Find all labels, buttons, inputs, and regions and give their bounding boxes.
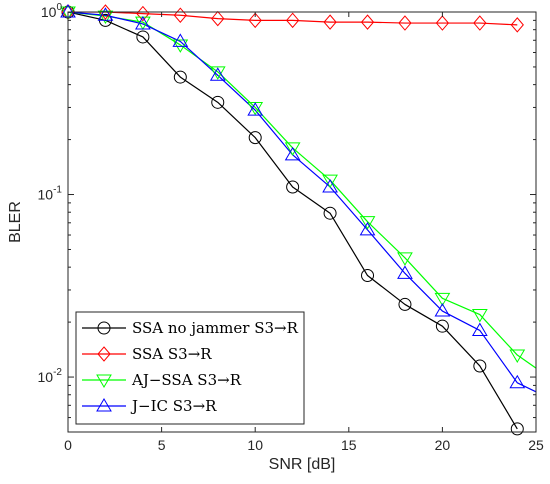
x-tick-label: 10 <box>247 437 263 453</box>
data-point <box>360 14 375 30</box>
data-point <box>136 30 150 44</box>
data-point <box>473 359 487 373</box>
data-point <box>471 322 488 336</box>
legend-box <box>75 311 305 425</box>
data-point <box>322 174 338 189</box>
data-point <box>359 216 376 230</box>
data-point <box>434 292 451 307</box>
y-tick-label: 100 <box>41 2 63 20</box>
data-point <box>435 15 450 31</box>
data-point <box>97 10 114 25</box>
data-point <box>173 7 187 24</box>
legend-marker <box>97 346 111 362</box>
data-point <box>359 221 376 236</box>
x-tick-label: 5 <box>158 437 166 453</box>
series-line-1 <box>68 12 518 26</box>
data-point <box>284 146 301 161</box>
data-point <box>136 5 150 22</box>
legend-entry: SSA S3→R <box>132 345 212 363</box>
data-point <box>209 66 226 80</box>
data-point <box>322 178 338 193</box>
data-point <box>509 374 526 389</box>
data-point <box>209 67 226 81</box>
y-tick-label: 10-2 <box>38 367 63 385</box>
legend: SSA no jammer S3→R SSA S3→R AJ−SSA S3→R J−I… <box>75 311 305 425</box>
legend-marker <box>96 398 112 412</box>
data-point <box>509 349 526 364</box>
x-axis-label: SNR [dB] <box>269 456 336 473</box>
data-point <box>135 15 151 30</box>
legend-entry: SSA no jammer S3→R <box>132 319 299 337</box>
data-point <box>173 70 187 84</box>
data-point <box>247 102 264 116</box>
data-point <box>471 309 488 323</box>
x-tick-label: 25 <box>528 437 544 453</box>
y-axis-label: BLER <box>7 201 24 243</box>
data-point <box>397 265 413 279</box>
data-point <box>98 4 113 20</box>
data-point <box>211 10 225 27</box>
x-tick-label: 0 <box>64 437 72 453</box>
data-point <box>248 131 262 145</box>
data-point <box>284 142 301 156</box>
legend-entry: AJ−SSA S3→R <box>131 371 242 389</box>
legend-marker <box>97 321 111 335</box>
data-point <box>248 12 262 29</box>
plot-frame <box>67 11 537 433</box>
tick-layer: 0 5 10 15 20 25 10-2 10-1 100 <box>38 2 544 453</box>
data-point <box>60 6 76 20</box>
data-point <box>361 269 375 283</box>
data-point <box>285 12 300 29</box>
x-tick-label: 15 <box>341 437 357 453</box>
y-tick-label: 10-1 <box>38 185 63 203</box>
data-point <box>286 180 300 194</box>
data-point <box>397 252 413 266</box>
data-point <box>510 422 524 436</box>
x-tick-label: 20 <box>435 437 451 453</box>
data-point <box>398 15 412 31</box>
data-point <box>211 95 225 109</box>
data-point <box>323 14 337 30</box>
data-point <box>97 7 114 21</box>
data-point <box>435 319 449 333</box>
series-line-0 <box>68 12 518 430</box>
data-point <box>434 303 451 317</box>
legend-marker <box>96 374 112 388</box>
legend-entry: J−IC S3→R <box>130 397 217 415</box>
data-point <box>172 33 189 47</box>
data-point <box>473 15 487 31</box>
data-point <box>323 206 337 220</box>
data-point <box>398 297 412 311</box>
data-point <box>510 17 524 33</box>
